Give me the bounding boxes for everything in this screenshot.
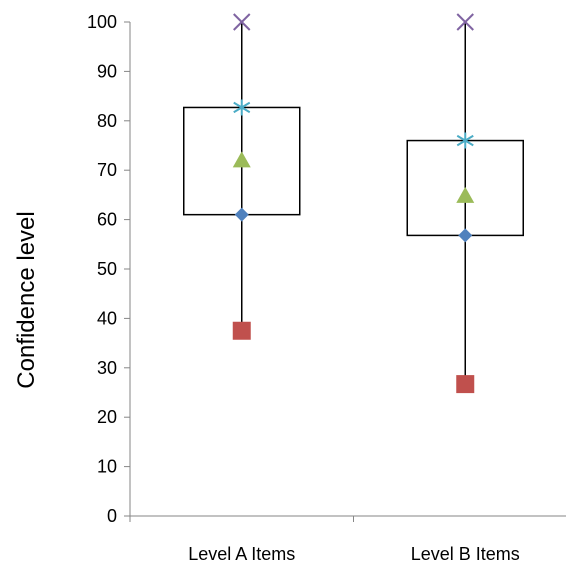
y-tick-label: 10: [97, 457, 117, 477]
y-axis: 0 10 20 30 40 50 60 70 80 90 100: [87, 12, 131, 526]
max-marker: [456, 13, 474, 31]
y-tick-label: 30: [97, 358, 117, 378]
median-marker: [234, 207, 249, 222]
y-tick-label: 100: [87, 12, 117, 32]
x-category-label: Level B Items: [411, 544, 520, 564]
y-tick-label: 70: [97, 160, 117, 180]
y-tick-label: 40: [97, 308, 117, 328]
x-category-label: Level A Items: [188, 544, 295, 564]
mean-marker: [456, 186, 475, 203]
y-tick-label: 90: [97, 61, 117, 81]
q3-marker: [233, 99, 251, 116]
y-tick-label: 0: [107, 506, 117, 526]
box-group: [406, 13, 524, 394]
max-marker: [233, 13, 251, 31]
min-marker: [232, 321, 251, 340]
y-tick-label: 60: [97, 210, 117, 230]
mean-marker: [232, 151, 251, 168]
boxes: [183, 13, 524, 394]
box-group: [183, 13, 301, 340]
y-axis-title: Confidence level: [13, 211, 40, 388]
y-tick-label: 80: [97, 111, 117, 131]
x-axis: Level A Items Level B Items: [129, 515, 566, 564]
y-tick-label: 50: [97, 259, 117, 279]
q3-marker: [456, 132, 474, 149]
min-marker: [456, 375, 475, 394]
y-tick-label: 20: [97, 407, 117, 427]
median-marker: [458, 228, 473, 243]
